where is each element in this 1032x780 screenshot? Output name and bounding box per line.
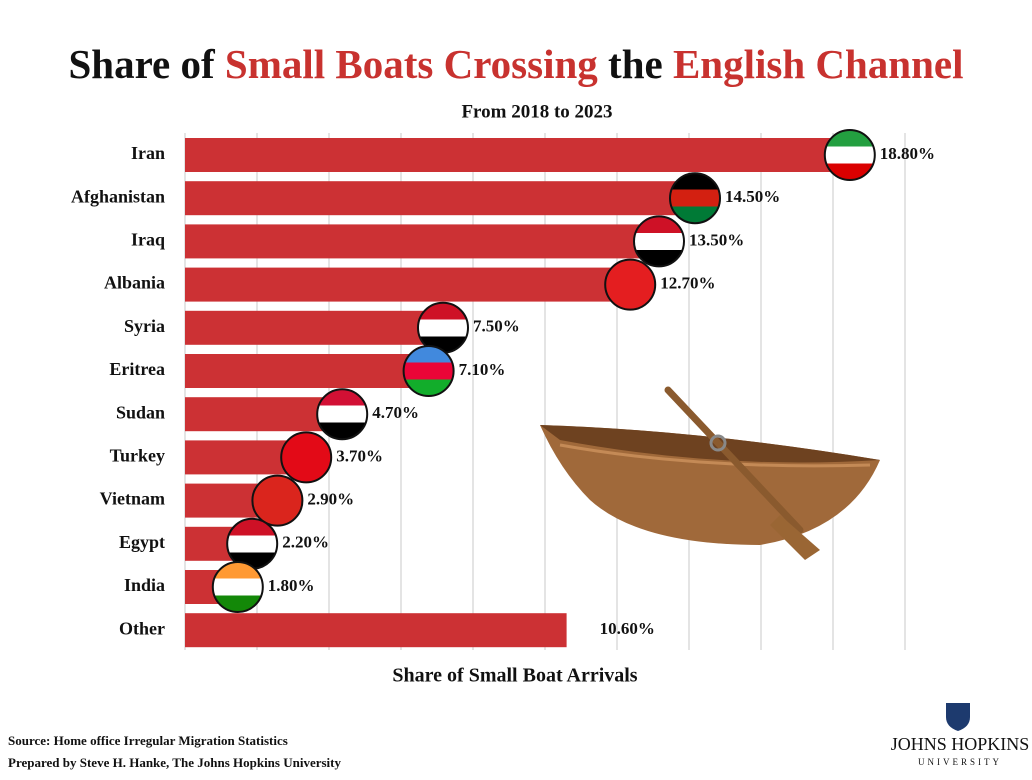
y-tick-label: Eritrea <box>109 359 165 379</box>
bar <box>185 138 862 172</box>
value-label: 4.70% <box>372 403 419 422</box>
y-tick-label: Syria <box>124 316 165 336</box>
y-tick-label: Iran <box>131 143 165 163</box>
flag <box>823 129 876 181</box>
value-label: 13.50% <box>689 230 744 249</box>
title-part: the <box>608 41 663 87</box>
y-tick-label: Other <box>119 618 165 638</box>
y-tick-label: Vietnam <box>100 489 165 509</box>
bar <box>185 613 567 648</box>
prepared-by: Prepared by Steve H. Hanke, The Johns Ho… <box>8 755 341 770</box>
value-label: 7.10% <box>459 360 506 379</box>
value-label: 2.90% <box>307 490 354 509</box>
flag <box>251 474 304 527</box>
value-label: 1.80% <box>268 576 315 595</box>
logo-sub: UNIVERSITY <box>918 757 1002 767</box>
value-label: 18.80% <box>880 144 935 163</box>
flag <box>633 215 685 268</box>
y-tick-label: Sudan <box>116 402 165 422</box>
chart-title: Share of Small Boats Crossing the Englis… <box>0 40 1032 88</box>
value-label: 10.60% <box>600 619 655 638</box>
title-part: Small Boats Crossing <box>224 41 598 87</box>
title-part: English Channel <box>672 41 964 87</box>
logo-name: JOHNS HOPKINS <box>891 734 1030 754</box>
flag <box>604 258 657 311</box>
flag <box>280 431 333 484</box>
bar <box>185 181 707 216</box>
value-label: 14.50% <box>725 187 780 206</box>
source: Source: Home office Irregular Migration … <box>8 733 288 748</box>
boat-illustration <box>540 386 880 560</box>
title-part: Share of <box>68 41 215 87</box>
bar <box>185 354 441 388</box>
logo: JOHNS HOPKINS UNIVERSITY <box>891 703 1030 767</box>
y-tick-label: Albania <box>104 273 165 293</box>
flag <box>211 561 264 613</box>
value-label: 2.20% <box>282 533 329 552</box>
y-tick-label: Egypt <box>119 532 165 552</box>
value-label: 3.70% <box>336 446 383 465</box>
y-tick-label: India <box>124 575 165 595</box>
bar <box>185 224 671 259</box>
bar <box>185 310 455 345</box>
flag <box>316 388 369 441</box>
value-label: 7.50% <box>473 317 520 336</box>
value-label: 12.70% <box>660 274 715 293</box>
bar <box>185 267 643 302</box>
y-tick-label: Iraq <box>131 230 165 250</box>
x-axis-label: Share of Small Boat Arrivals <box>392 665 637 687</box>
flag <box>669 172 721 225</box>
flag <box>402 345 455 397</box>
subtitle: From 2018 to 2023 <box>461 101 612 122</box>
y-tick-label: Turkey <box>110 446 165 466</box>
y-tick-label: Afghanistan <box>71 186 165 206</box>
